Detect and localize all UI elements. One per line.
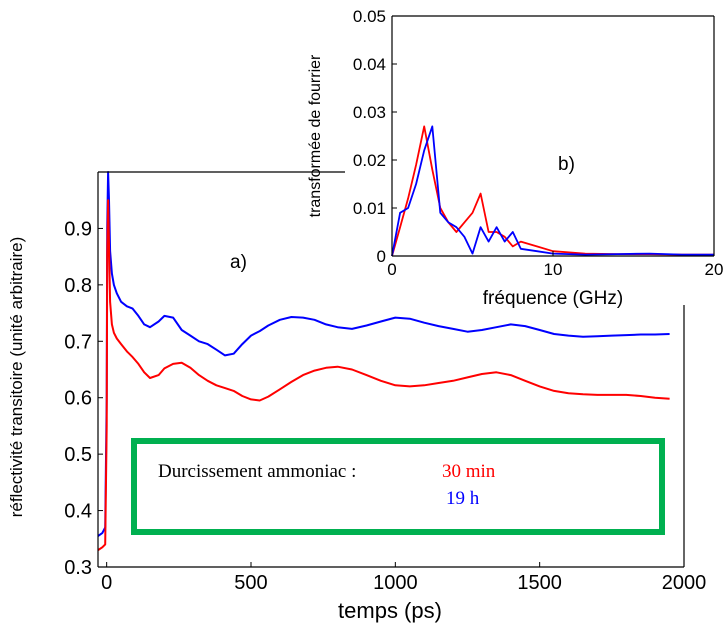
main-y-tick-label: 0.7: [64, 331, 92, 353]
annotation-prefix: Durcissement ammoniac :: [158, 461, 356, 482]
inset-y-tick-label: 0: [377, 247, 386, 266]
main-x-tick-label: 2000: [662, 572, 707, 594]
main-series-30-min-line: [97, 199, 670, 551]
main-y-tick-label: 0.4: [64, 501, 92, 523]
inset-x-ticks: 0 10 20: [387, 251, 723, 279]
main-y-tick-label: 0.5: [64, 444, 92, 466]
annotation-blue-label: 19 h: [446, 488, 480, 509]
inset-chart: 0 0.01 0.02 0.03 0.04 0.05 0 10 20 b) fréquence…: [307, 7, 723, 309]
main-x-tick-label: 500: [234, 572, 267, 594]
inset-x-tick-label: 0: [387, 260, 396, 279]
inset-plot-area: [391, 125, 714, 257]
inset-x-tick-label: 20: [705, 260, 724, 279]
main-x-tick-label: 0: [101, 572, 112, 594]
inset-x-axis-label: fréquence (GHz): [483, 288, 623, 309]
main-y-ticks: 0.3 0.4 0.5 0.6 0.7 0.8 0.9: [64, 218, 103, 579]
main-y-tick-label: 0.3: [64, 557, 92, 579]
inset-y-ticks: 0 0.01 0.02 0.03 0.04 0.05: [353, 7, 397, 266]
annotation-red-label: 30 min: [442, 461, 496, 482]
main-x-tick-label: 1000: [373, 572, 418, 594]
main-y-tick-label: 0.6: [64, 388, 92, 410]
main-y-tick-label: 0.8: [64, 275, 92, 297]
inset-y-tick-label: 0.03: [353, 103, 386, 122]
inset-y-tick-label: 0.02: [353, 151, 386, 170]
main-chart: 0.30.40.50.60.70.80.9 0 500 1000 1500 2000 a…: [7, 171, 706, 623]
main-x-tick-label: 1500: [517, 572, 562, 594]
inset-y-axis-label: transformée de fourrier: [307, 54, 324, 217]
inset-x-tick-label: 10: [544, 260, 563, 279]
main-series-19-h-line: [97, 171, 670, 537]
main-axes-frame: [97, 171, 685, 568]
main-x-axis-label: temps (ps): [338, 598, 442, 623]
inset-series-1-line: [391, 125, 714, 257]
legend-annotation-box: Durcissement ammoniac : 30 min 19 h: [131, 438, 665, 535]
inset-y-tick-label: 0.01: [353, 199, 386, 218]
main-panel-label: a): [230, 252, 247, 273]
main-x-ticks: 0 500 1000 1500 2000: [101, 562, 706, 594]
inset-y-tick-label: 0.04: [353, 55, 386, 74]
main-y-tick-label: 0.9: [64, 218, 92, 240]
inset-y-tick-label: 0.05: [353, 7, 386, 26]
main-y-axis-label: réflectivité transitoire (unité arbitrai…: [7, 237, 26, 518]
main-plot-area: [97, 171, 670, 551]
inset-panel-label: b): [558, 154, 575, 175]
